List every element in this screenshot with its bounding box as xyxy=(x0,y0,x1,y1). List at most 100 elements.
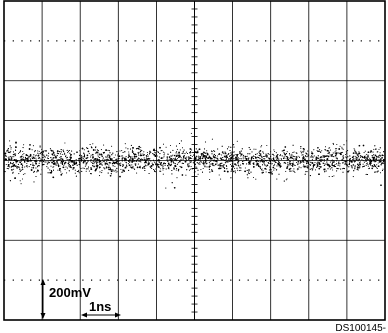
noise-point xyxy=(65,155,67,158)
noise-point xyxy=(224,159,226,161)
noise-point xyxy=(224,156,226,158)
noise-point xyxy=(355,159,357,161)
noise-point xyxy=(303,150,305,152)
noise-point xyxy=(222,153,224,155)
noise-point xyxy=(345,162,347,164)
noise-point xyxy=(31,156,33,158)
noise-point xyxy=(194,157,196,159)
noise-point xyxy=(109,152,111,154)
noise-point xyxy=(158,161,160,163)
noise-point xyxy=(283,156,285,158)
noise-point xyxy=(191,149,193,151)
noise-point xyxy=(92,159,95,161)
noise-point xyxy=(344,156,346,158)
noise-point xyxy=(64,163,66,165)
noise-point xyxy=(179,154,181,156)
noise-point xyxy=(19,151,21,153)
noise-point xyxy=(96,163,98,165)
noise-point xyxy=(242,163,244,165)
noise-point xyxy=(194,166,196,168)
noise-point xyxy=(5,163,7,166)
noise-point xyxy=(119,150,121,152)
noise-point xyxy=(319,156,322,159)
noise-point xyxy=(83,152,85,154)
noise-point xyxy=(230,152,232,154)
noise-point xyxy=(59,165,61,167)
noise-point xyxy=(319,165,321,167)
noise-point xyxy=(206,166,208,168)
noise-point xyxy=(354,149,356,151)
noise-point xyxy=(197,169,199,171)
noise-point xyxy=(167,161,169,163)
noise-point xyxy=(13,165,15,167)
noise-point xyxy=(114,165,116,167)
noise-point xyxy=(179,156,181,158)
noise-point xyxy=(204,166,206,168)
noise-point xyxy=(339,145,341,147)
noise-point xyxy=(379,152,381,154)
noise-point xyxy=(19,180,21,182)
noise-point xyxy=(7,149,9,151)
noise-point xyxy=(124,167,126,169)
noise-point xyxy=(141,149,143,151)
noise-point xyxy=(334,151,336,153)
noise-point xyxy=(135,148,138,150)
noise-point xyxy=(296,169,298,171)
noise-point xyxy=(111,169,113,171)
noise-point xyxy=(45,161,47,163)
noise-point xyxy=(294,171,296,174)
noise-point xyxy=(292,144,294,146)
noise-point xyxy=(124,158,127,160)
noise-point xyxy=(135,160,137,162)
noise-point xyxy=(140,150,142,152)
noise-point xyxy=(59,151,61,153)
noise-point xyxy=(364,160,366,162)
noise-point xyxy=(100,149,102,151)
noise-point xyxy=(333,161,335,163)
noise-point xyxy=(30,164,32,166)
noise-point xyxy=(155,164,157,166)
noise-point xyxy=(249,153,251,155)
noise-point xyxy=(297,167,299,170)
noise-point xyxy=(105,156,107,158)
noise-point xyxy=(183,157,185,159)
noise-point xyxy=(18,173,20,175)
noise-point xyxy=(90,167,92,169)
noise-point xyxy=(28,160,30,162)
noise-point xyxy=(212,164,214,166)
noise-point xyxy=(141,159,144,161)
noise-point xyxy=(47,167,49,169)
noise-point xyxy=(293,163,295,166)
noise-point xyxy=(78,164,80,166)
noise-point xyxy=(163,156,165,158)
noise-point xyxy=(202,154,204,156)
noise-point xyxy=(121,150,123,152)
noise-point xyxy=(232,157,234,159)
noise-point xyxy=(138,153,140,155)
noise-point xyxy=(13,168,15,170)
noise-point xyxy=(332,155,334,158)
noise-point xyxy=(329,165,331,167)
noise-point xyxy=(367,154,369,156)
noise-point xyxy=(316,149,318,152)
noise-point xyxy=(346,164,348,166)
noise-point xyxy=(228,158,230,160)
noise-point xyxy=(329,161,331,163)
noise-point xyxy=(378,155,380,157)
noise-point xyxy=(213,165,215,167)
noise-point xyxy=(69,152,71,154)
noise-point xyxy=(87,166,90,168)
noise-point xyxy=(21,166,23,168)
noise-point xyxy=(24,158,26,160)
noise-point xyxy=(181,162,183,164)
noise-point xyxy=(341,168,343,170)
noise-point xyxy=(325,170,327,172)
noise-point xyxy=(258,164,260,166)
noise-point xyxy=(270,172,272,174)
noise-point xyxy=(259,150,262,152)
noise-point xyxy=(41,151,43,154)
noise-point xyxy=(246,169,248,171)
noise-point xyxy=(129,166,131,168)
noise-point xyxy=(53,157,55,159)
noise-point xyxy=(252,155,255,157)
